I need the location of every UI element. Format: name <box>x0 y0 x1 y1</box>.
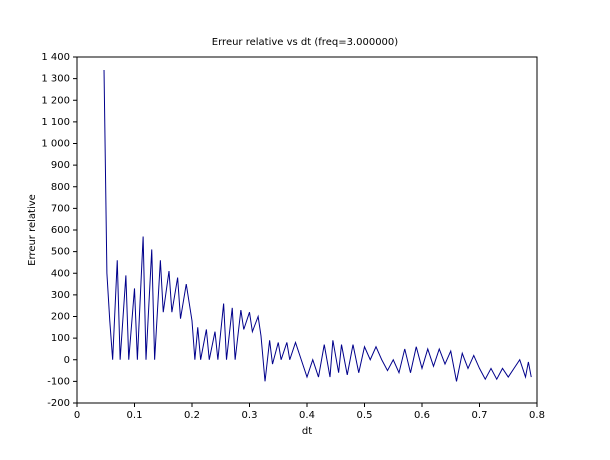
x-axis-label: dt <box>302 426 312 437</box>
x-tick-label: 0.6 <box>414 410 430 421</box>
y-tick-label: 1 400 <box>41 52 70 63</box>
chart-title: Erreur relative vs dt (freq=3.000000) <box>212 37 398 48</box>
y-tick-label: 200 <box>51 312 70 323</box>
y-tick-label: 1 200 <box>41 95 70 106</box>
y-tick-label: 100 <box>51 333 70 344</box>
y-tick-label: 800 <box>51 182 70 193</box>
x-tick-label: 0.7 <box>472 410 488 421</box>
y-tick-label: 400 <box>51 268 70 279</box>
y-tick-label: -100 <box>47 376 70 387</box>
x-tick-label: 0.2 <box>184 410 200 421</box>
y-tick-label: 1 100 <box>41 117 70 128</box>
y-tick-label: 500 <box>51 247 70 258</box>
y-tick-label: 1 300 <box>41 74 70 85</box>
x-tick-label: 0.1 <box>127 410 143 421</box>
x-tick-label: 0.5 <box>357 410 373 421</box>
y-tick-label: 1 000 <box>41 139 70 150</box>
x-tick-label: 0.4 <box>299 410 315 421</box>
y-tick-label: -200 <box>47 398 70 409</box>
y-tick-label: 300 <box>51 290 70 301</box>
y-tick-label: 600 <box>51 225 70 236</box>
x-tick-label: 0.3 <box>242 410 258 421</box>
x-tick-label: 0 <box>74 410 80 421</box>
y-tick-label: 0 <box>64 355 70 366</box>
y-tick-label: 700 <box>51 203 70 214</box>
y-axis-label: Erreur relative <box>27 194 38 266</box>
data-line <box>103 69 532 382</box>
x-tick-label: 0.8 <box>529 410 545 421</box>
y-tick-label: 900 <box>51 160 70 171</box>
